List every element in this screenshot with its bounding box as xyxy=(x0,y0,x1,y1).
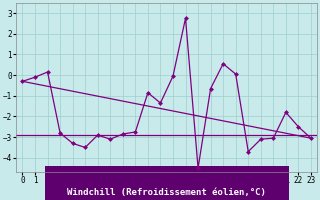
X-axis label: Windchill (Refroidissement éolien,°C): Windchill (Refroidissement éolien,°C) xyxy=(67,188,266,197)
